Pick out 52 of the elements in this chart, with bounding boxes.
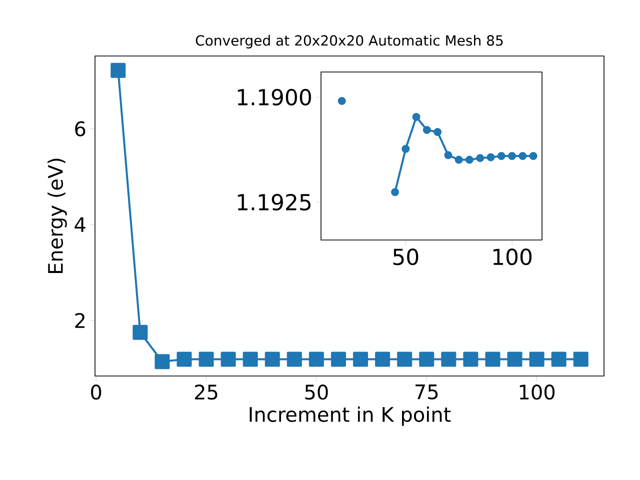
y-tick-label: 2 [75, 313, 84, 328]
point [391, 188, 400, 196]
point [154, 354, 170, 370]
point [463, 352, 478, 367]
x-tick-label: 0 [91, 384, 102, 400]
point [422, 126, 431, 134]
point [176, 352, 192, 367]
x-tick-label: 25 [195, 384, 218, 400]
point [375, 352, 390, 367]
point [518, 152, 527, 160]
point [132, 324, 148, 340]
point [286, 352, 302, 367]
point [486, 153, 495, 162]
point [507, 352, 522, 367]
point [476, 154, 484, 162]
point [242, 352, 258, 367]
point [220, 352, 236, 367]
x-tick-label: 75 [416, 384, 438, 400]
point [441, 352, 456, 367]
point [529, 352, 544, 367]
x-tick-label: 100 [493, 248, 532, 266]
x-axis-title: Increment in K point [250, 406, 451, 426]
y-tick-label: 1.1900 [238, 88, 311, 106]
point [402, 144, 410, 153]
point [308, 352, 324, 367]
point [397, 352, 412, 367]
point [434, 128, 442, 136]
point [444, 151, 452, 160]
point [485, 352, 500, 367]
point [551, 352, 566, 367]
point [419, 352, 434, 367]
y-tick-label: 6 [75, 121, 86, 136]
point [264, 352, 280, 367]
point [573, 352, 588, 367]
point [497, 152, 506, 160]
y-tick-label: 1.1925 [238, 194, 311, 211]
point [529, 152, 538, 160]
point [110, 62, 126, 78]
point [412, 112, 420, 121]
point [454, 156, 463, 164]
x-tick-label: 50 [393, 248, 418, 266]
point [353, 352, 368, 367]
y-tick-label: 4 [74, 217, 86, 232]
x-tick-label: 100 [520, 384, 555, 400]
x-tick-label: 50 [305, 384, 328, 400]
point [330, 352, 346, 367]
y-axis-title: Energy (eV) [48, 158, 67, 274]
point [338, 96, 346, 105]
point [198, 352, 214, 367]
point [508, 152, 516, 160]
chart-title: Converged at 20x20x20 Automatic Mesh 85 [196, 34, 503, 48]
point [465, 156, 474, 164]
